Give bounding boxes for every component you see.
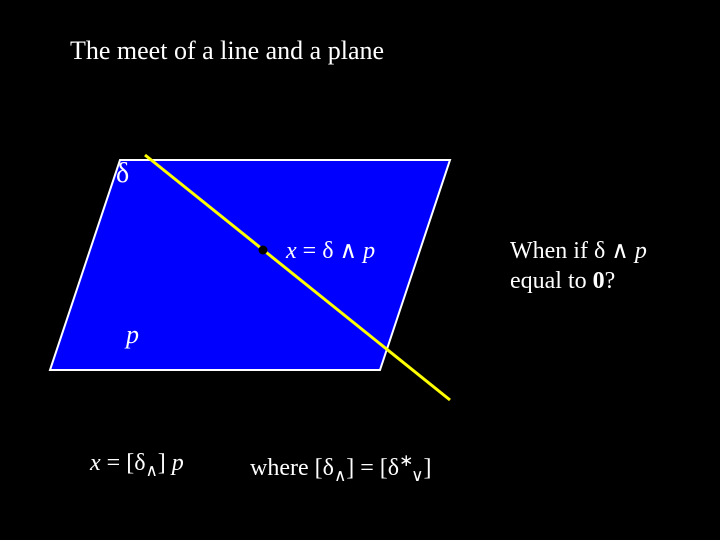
eq-where-delta1: δ: [323, 455, 334, 481]
eq-where-mid: ] = [: [346, 455, 388, 481]
eq-meet-x: x: [286, 238, 297, 264]
eq-where-pre: where [: [250, 455, 323, 481]
intersection-point: [259, 246, 268, 255]
delta-symbol: δ: [116, 158, 129, 190]
eq-where-sub2: ∨: [411, 466, 423, 485]
eq-where-close: ]: [423, 455, 431, 481]
question-block: When if δ ∧ p equal to 0?: [510, 236, 647, 296]
eq-meet-wedge: ∧: [334, 238, 364, 264]
diagram-stage: The meet of a line and a plane δ p x = δ…: [0, 0, 720, 540]
plane-shape: [50, 160, 450, 370]
eq-bracket: x = [δ∧] p: [90, 450, 184, 481]
question-qmark: ?: [605, 268, 616, 294]
eq-where-sub1: ∧: [334, 466, 346, 485]
question-zero: 0: [593, 268, 605, 294]
eq-bracket-p: p: [172, 450, 184, 476]
question-wedge: ∧: [605, 238, 635, 264]
question-line1: When if δ ∧ p: [510, 236, 647, 266]
eq-where: where [δ∧] = [δ∗∨]: [250, 450, 431, 486]
question-line2: equal to 0?: [510, 266, 647, 296]
eq-bracket-sub: ∧: [146, 461, 158, 480]
eq-meet-eq: =: [297, 238, 323, 264]
eq-bracket-x: x: [90, 450, 101, 476]
eq-bracket-close: ]: [158, 450, 172, 476]
plane-label-p: p: [126, 320, 139, 350]
eq-where-delta2: δ: [388, 455, 399, 481]
question-delta: δ: [594, 238, 605, 264]
eq-bracket-eq: = [: [101, 450, 135, 476]
question-pre: When if: [510, 238, 594, 264]
eq-meet: x = δ ∧ p: [286, 236, 375, 265]
question-p: p: [635, 238, 647, 264]
eq-meet-delta: δ: [322, 238, 333, 264]
eq-bracket-delta: δ: [134, 450, 145, 476]
eq-meet-p: p: [363, 238, 375, 264]
question-equal: equal to: [510, 268, 593, 294]
